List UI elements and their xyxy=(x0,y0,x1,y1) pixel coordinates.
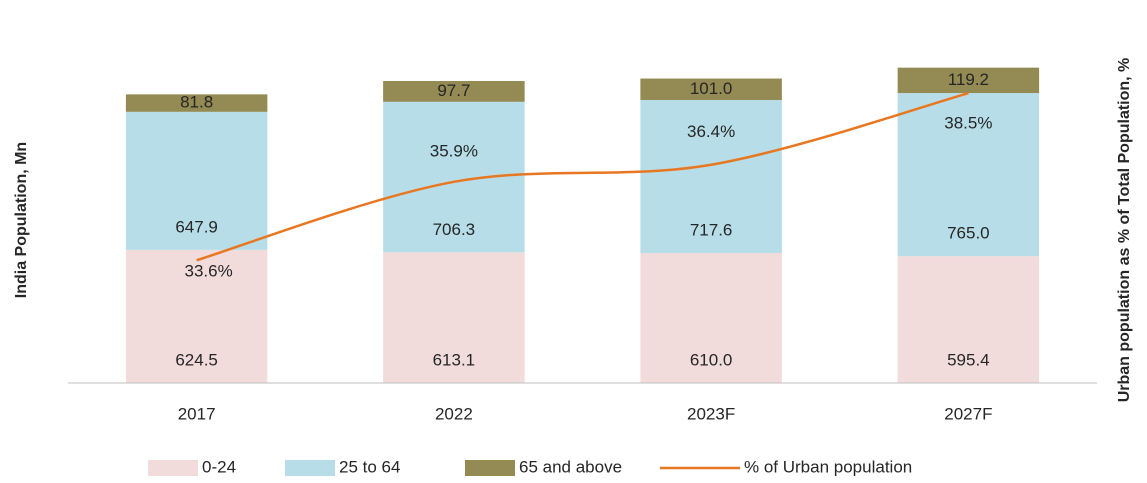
data-label: 613.1 xyxy=(433,350,476,369)
legend-swatch xyxy=(465,460,515,476)
data-label: 717.6 xyxy=(690,220,733,239)
data-label: 706.3 xyxy=(433,220,476,239)
legend-swatch xyxy=(285,460,335,476)
line-label: 36.4% xyxy=(687,122,735,141)
data-label: 97.7 xyxy=(437,81,470,100)
x-tick-label: 2022 xyxy=(435,404,473,423)
urban-line xyxy=(196,91,969,262)
x-tick-label: 2027F xyxy=(944,404,992,423)
bar-segment xyxy=(897,93,1040,257)
line-label: 33.6% xyxy=(185,262,233,281)
data-label: 765.0 xyxy=(947,224,990,243)
y2-axis-title: Urban population as % of Total Populatio… xyxy=(1116,58,1133,403)
legend-label: 0-24 xyxy=(202,457,236,476)
bar-segment xyxy=(897,256,1040,383)
legend-label: 65 and above xyxy=(519,457,622,476)
bar-segment xyxy=(383,80,525,102)
bar-segment xyxy=(640,100,782,253)
legend-label: 25 to 64 xyxy=(339,457,400,476)
data-label: 119.2 xyxy=(948,70,989,89)
y-axis-title: India Population, Mn xyxy=(13,142,30,298)
data-label: 595.4 xyxy=(947,350,990,369)
bar-segment xyxy=(383,101,525,253)
bar-segment xyxy=(897,67,1040,94)
bar-segment xyxy=(125,111,268,250)
line-label: 35.9% xyxy=(430,141,478,160)
line-label: 38.5% xyxy=(944,114,992,133)
bar-segment xyxy=(640,78,782,101)
data-label: 101.0 xyxy=(690,79,733,98)
x-tick-label: 2017 xyxy=(178,404,216,423)
bar-segment xyxy=(640,252,782,383)
data-label: 647.9 xyxy=(175,217,218,236)
bar-segment xyxy=(383,252,525,383)
data-label: 81.8 xyxy=(180,93,213,112)
data-label: 624.5 xyxy=(175,350,218,369)
bar-segment xyxy=(125,249,268,383)
bar-segment xyxy=(125,94,268,112)
x-tick-label: 2023F xyxy=(687,404,735,423)
legend-swatch xyxy=(148,460,198,476)
legend-label: % of Urban population xyxy=(744,457,912,476)
data-label: 610.0 xyxy=(690,350,733,369)
